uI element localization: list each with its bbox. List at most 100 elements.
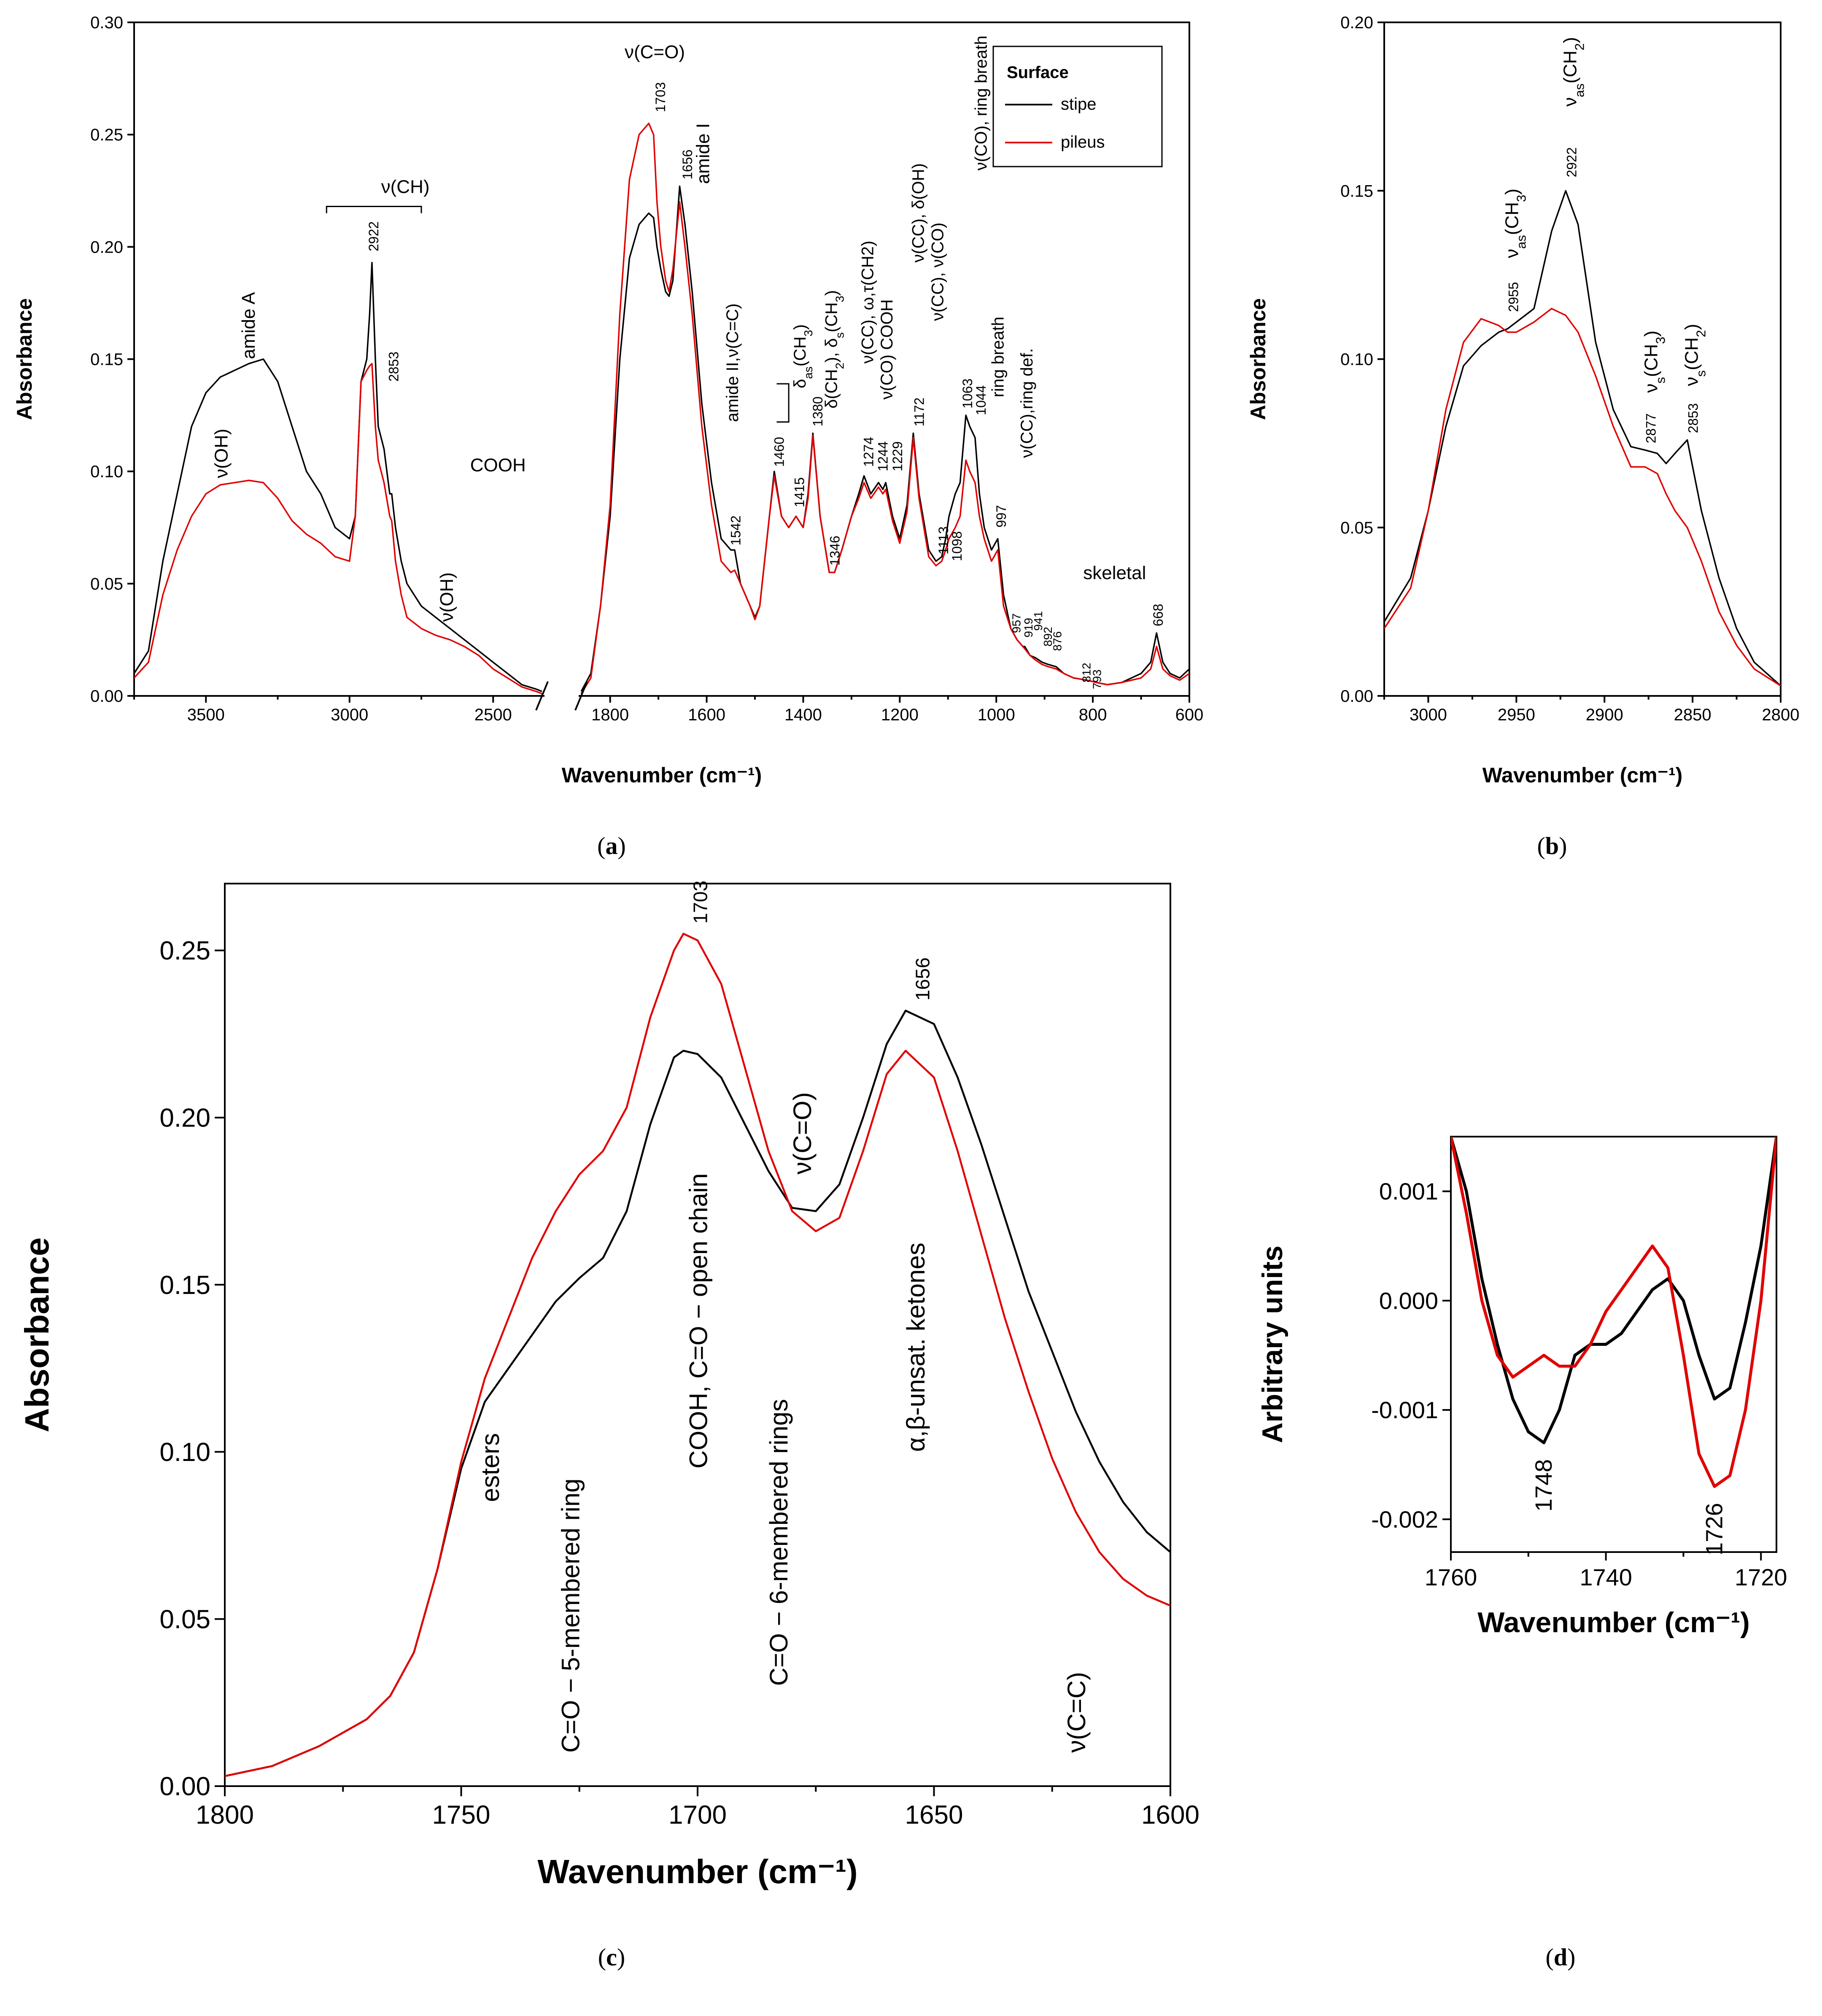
- y-tick-label: 0.00: [1340, 687, 1373, 706]
- panel-letter: (a): [597, 832, 626, 860]
- annotation-text: νs(CH3): [1641, 331, 1668, 393]
- annotation-text: ν(CH): [381, 177, 430, 197]
- y-axis-label: Arbitrary units: [1256, 1245, 1288, 1443]
- x-tick-label: 1750: [432, 1800, 491, 1830]
- annotation-text: 1656: [911, 957, 933, 1000]
- annotation-text: 1542: [728, 515, 744, 545]
- annotation-text: ν(OH): [211, 429, 232, 478]
- y-tick-label: 0.20: [90, 238, 123, 256]
- x-tick-label: 1400: [784, 706, 822, 724]
- panel-letter: (c): [598, 1943, 625, 1971]
- annotation-text: skeletal: [1083, 563, 1146, 583]
- text-part: δ: [791, 379, 809, 388]
- legend-title: Surface: [1007, 63, 1069, 82]
- x-tick-label: 800: [1079, 706, 1107, 724]
- x-tick-label: 1740: [1579, 1564, 1632, 1590]
- subscript: 2: [1572, 43, 1587, 50]
- x-tick-label: 3000: [1410, 706, 1447, 724]
- legend-box: [992, 46, 1163, 167]
- text-part: ): [1682, 324, 1702, 330]
- annotation-text: ν(OH): [437, 572, 457, 622]
- annotation-text: δ(CH2), δs(CH3): [822, 290, 846, 409]
- series-line-stipe: [1384, 190, 1781, 687]
- text-part: ν: [1560, 97, 1580, 107]
- annotation-text: 1098: [949, 531, 965, 561]
- x-tick-label: 3000: [331, 706, 368, 724]
- y-tick-label: 0.00: [90, 687, 123, 706]
- axis-break-gap: [544, 683, 579, 709]
- text-part: δ(CH: [822, 369, 841, 408]
- x-tick-label: 2500: [474, 706, 512, 724]
- subscript: s: [1693, 370, 1708, 377]
- annotation-text: 1044: [973, 385, 989, 415]
- paren: (: [1546, 1943, 1554, 1971]
- y-axis-label: Absorbance: [13, 298, 36, 420]
- annotation-text: 1172: [912, 397, 927, 426]
- panel-letter: (d): [1546, 1943, 1576, 1971]
- annotation-text: 1113: [936, 526, 951, 554]
- panel-a: 0.00 0.05 0.10 0.15 0.20 0.25 0.30 3500 3000 2500…: [13, 13, 1203, 860]
- subscript: s: [833, 332, 846, 338]
- text-part: (CH: [791, 337, 809, 367]
- x-tick-label: 1600: [1141, 1800, 1199, 1830]
- series-line-stipe: [134, 261, 542, 693]
- x-axis-label: Wavenumber (cm⁻¹): [1477, 1606, 1749, 1639]
- y-tick-label: 0.15: [90, 350, 123, 369]
- annotation-text: ν(CC), ω,τ(CH2): [858, 241, 877, 364]
- subscript: 2: [1693, 330, 1708, 337]
- text-part: (CH: [1560, 51, 1580, 84]
- y-tick-label: 0.25: [90, 126, 123, 144]
- annotation-text: 2955: [1506, 282, 1521, 312]
- y-tick-label: 0.05: [90, 575, 123, 593]
- plot-frame: [1450, 1136, 1777, 1553]
- y-tick-label: 0.20: [159, 1104, 210, 1133]
- x-tick-label: 2950: [1498, 706, 1535, 724]
- annotation-text: ν(CO), ring breath: [972, 35, 990, 170]
- x-tick-label: 3500: [187, 706, 225, 724]
- subscript: 2: [833, 363, 846, 369]
- x-tick-label: 1720: [1735, 1564, 1787, 1590]
- x-axis-label: Wavenumber (cm⁻¹): [1482, 763, 1683, 787]
- paren: (: [597, 832, 605, 860]
- annotation-text: νas(CH3): [1502, 189, 1529, 258]
- annotation-text: ring breath: [989, 317, 1007, 397]
- legend-item-stipe: stipe: [1061, 95, 1097, 113]
- x-tick-label: 1760: [1425, 1564, 1477, 1590]
- text-part: ): [1641, 331, 1662, 337]
- annotation-text: COOH: [470, 455, 526, 476]
- text-part: ): [791, 324, 809, 330]
- annotation-text: ν(CC), δ(OH): [909, 163, 928, 263]
- y-tick-label: 0.20: [1340, 13, 1373, 32]
- annotation-text: 957: [1010, 613, 1023, 633]
- x-tick-label: 1600: [688, 706, 725, 724]
- series-line-pileus: [225, 933, 1170, 1777]
- series-line-pileus: [580, 122, 1189, 694]
- text-part: (CH: [822, 302, 841, 332]
- annotation-text: COOH, C=O − open chain: [684, 1173, 712, 1469]
- y-tick-label: 0.05: [1340, 519, 1373, 537]
- y-tick-label: 0.001: [1379, 1178, 1438, 1205]
- delta-bracket: [776, 383, 790, 423]
- subscript: as: [1572, 84, 1587, 97]
- x-tick-label: 1650: [905, 1800, 963, 1830]
- y-tick-label: -0.002: [1371, 1506, 1438, 1533]
- y-tick-label: 0.15: [159, 1271, 210, 1300]
- text-part: (CH: [1682, 337, 1702, 370]
- annotation-text: ν(C=O): [788, 1092, 817, 1175]
- annotation-text: ν(C=O): [625, 42, 685, 62]
- text-part: (CH: [1502, 202, 1523, 235]
- panel-d: -0.002 -0.001 0.000 0.001 1760 1740 1720 Wavenu…: [1256, 1136, 1787, 1971]
- y-tick-label: 0.000: [1379, 1287, 1438, 1314]
- y-tick-label: 0.30: [90, 13, 123, 32]
- annotation-text: 1244: [876, 441, 891, 471]
- subscript: 3: [1514, 195, 1528, 202]
- x-tick-label: 1800: [591, 706, 629, 724]
- y-tick-label: -0.001: [1371, 1397, 1438, 1423]
- annotation-text: νs(CH2): [1682, 324, 1709, 386]
- annotation-text: 2853: [386, 352, 402, 382]
- annotation-text: amide I: [693, 123, 713, 184]
- y-tick-label: 0.10: [90, 463, 123, 481]
- annotation-text: 1063: [960, 378, 975, 408]
- subscript: s: [1653, 377, 1668, 384]
- x-tick-label: 1700: [668, 1800, 727, 1830]
